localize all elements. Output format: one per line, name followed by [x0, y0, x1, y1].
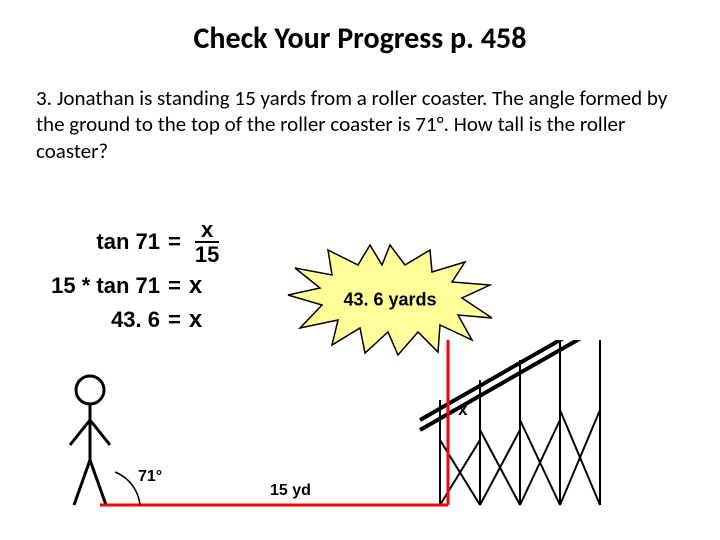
- height-label: x: [458, 400, 467, 420]
- eq2-lhs: 15 * tan 71: [30, 273, 160, 299]
- answer-text: 43. 6 yards: [343, 290, 436, 311]
- eq1-denominator: 15: [189, 243, 225, 266]
- problem-body: Jonathan is standing 15 yards from a rol…: [36, 85, 667, 164]
- eq1-numerator: x: [195, 218, 219, 243]
- equations-block: tan 71 = x 15 15 * tan 71 = x 43. 6 = x: [30, 218, 225, 340]
- equals-sign: =: [160, 307, 189, 333]
- eq2-rhs: x: [189, 272, 202, 300]
- angle-arc: [115, 472, 140, 505]
- equals-sign: =: [160, 273, 189, 299]
- diagram-svg: [60, 340, 680, 520]
- stick-figure: [70, 376, 110, 505]
- equation-row-2: 15 * tan 71 = x: [30, 272, 225, 300]
- distance-label: 15 yd: [270, 482, 311, 500]
- eq1-lhs: tan 71: [30, 229, 160, 255]
- eq1-fraction: x 15: [189, 218, 225, 266]
- angle-label: 71°: [138, 468, 162, 486]
- eq3-lhs: 43. 6: [30, 307, 160, 333]
- equation-row-3: 43. 6 = x: [30, 306, 225, 334]
- problem-text: 3. Jonathan is standing 15 yards from a …: [0, 57, 720, 164]
- equation-row-1: tan 71 = x 15: [30, 218, 225, 266]
- page-title: Check Your Progress p. 458: [0, 0, 720, 57]
- coaster-structure: [420, 340, 630, 505]
- diagram: 71° 15 yd x: [60, 340, 680, 520]
- eq3-rhs: x: [189, 306, 202, 334]
- problem-number: 3.: [36, 85, 52, 111]
- equals-sign: =: [160, 229, 189, 255]
